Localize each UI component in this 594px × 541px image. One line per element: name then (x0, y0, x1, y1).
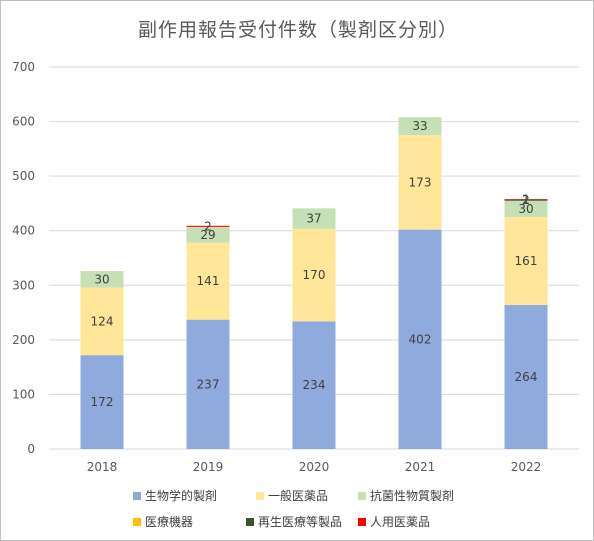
bar-segment (186, 242, 230, 320)
bar-segment (504, 304, 548, 449)
data-label: 37 (306, 211, 321, 225)
y-tick-label: 600 (12, 115, 35, 129)
x-tick-label: 2021 (405, 460, 436, 474)
legend-item: 生物学的製剤 (133, 487, 217, 504)
data-label: 402 (409, 332, 432, 346)
data-label: 237 (197, 377, 220, 391)
data-label: 33 (412, 119, 427, 133)
data-label: 29 (200, 228, 215, 242)
legend-label: 再生医療等製品 (258, 515, 343, 529)
data-label: 30 (518, 202, 533, 216)
data-label: 2 (522, 193, 530, 207)
bar-segment (292, 228, 336, 322)
y-tick-label: 0 (27, 442, 35, 456)
legend-item: 一般医薬品 (256, 487, 328, 504)
data-label: 264 (515, 370, 538, 384)
bar-segment (504, 217, 548, 305)
legend-label: 医療機器 (145, 515, 194, 529)
bar-segment (398, 117, 442, 136)
x-tick-label: 2022 (511, 460, 542, 474)
data-label: 172 (91, 395, 114, 409)
legend-row-2: 医療機器 再生医療等製品 人用医薬品 (1, 513, 594, 531)
bar-segment (398, 135, 442, 230)
legend-item: 人用医薬品 (358, 513, 430, 530)
data-label: 234 (303, 378, 326, 392)
bar-segment (80, 287, 124, 356)
legend-item: 抗菌性物質製剤 (358, 487, 454, 504)
legend-row-1: 生物学的製剤 一般医薬品 抗菌性物質製剤 (1, 487, 594, 505)
data-label: 30 (94, 272, 109, 286)
y-tick-label: 400 (12, 224, 35, 238)
bar-segment (80, 355, 124, 449)
bar-segment (292, 208, 336, 229)
bar-segment (398, 229, 442, 449)
x-tick-label: 2019 (193, 460, 224, 474)
y-tick-label: 300 (12, 278, 35, 292)
y-tick-label: 500 (12, 169, 35, 183)
legend-label: 生物学的製剤 (145, 489, 218, 503)
legend-label: 抗菌性物質製剤 (370, 489, 455, 503)
legend-swatch (358, 517, 366, 526)
legend-swatch (256, 491, 264, 500)
legend-label: 人用医薬品 (370, 515, 431, 529)
data-label: 161 (515, 254, 538, 268)
legend-item: 医療機器 (133, 513, 193, 530)
data-label: 124 (91, 314, 114, 328)
bar-segment (186, 225, 230, 227)
bar-segment (186, 319, 230, 449)
bar-segment (186, 226, 230, 243)
bar-segment (504, 199, 548, 200)
data-label: 173 (409, 175, 432, 189)
data-label: 170 (303, 268, 326, 282)
x-tick-label: 2020 (299, 460, 330, 474)
legend-label: 一般医薬品 (268, 489, 329, 503)
legend-swatch (133, 517, 141, 526)
bar-segment (292, 321, 336, 449)
stacked-bar-chart: 0100200300400500600700172124302018237141… (12, 60, 579, 474)
bar-segment (504, 200, 548, 218)
data-label: 2 (204, 219, 212, 233)
data-label: 141 (197, 274, 220, 288)
bar-segment (80, 271, 124, 288)
data-label: 1 (522, 192, 530, 206)
legend-item: 再生医療等製品 (246, 513, 342, 530)
bar-segment (504, 199, 548, 201)
legend-swatch (246, 517, 254, 526)
y-tick-label: 700 (12, 60, 35, 74)
y-tick-label: 100 (12, 387, 35, 401)
y-tick-label: 200 (12, 333, 35, 347)
legend-swatch (358, 491, 366, 500)
x-tick-label: 2018 (87, 460, 118, 474)
legend-swatch (133, 491, 141, 500)
chart-title: 副作用報告受付件数（製剤区分別） (137, 19, 458, 41)
